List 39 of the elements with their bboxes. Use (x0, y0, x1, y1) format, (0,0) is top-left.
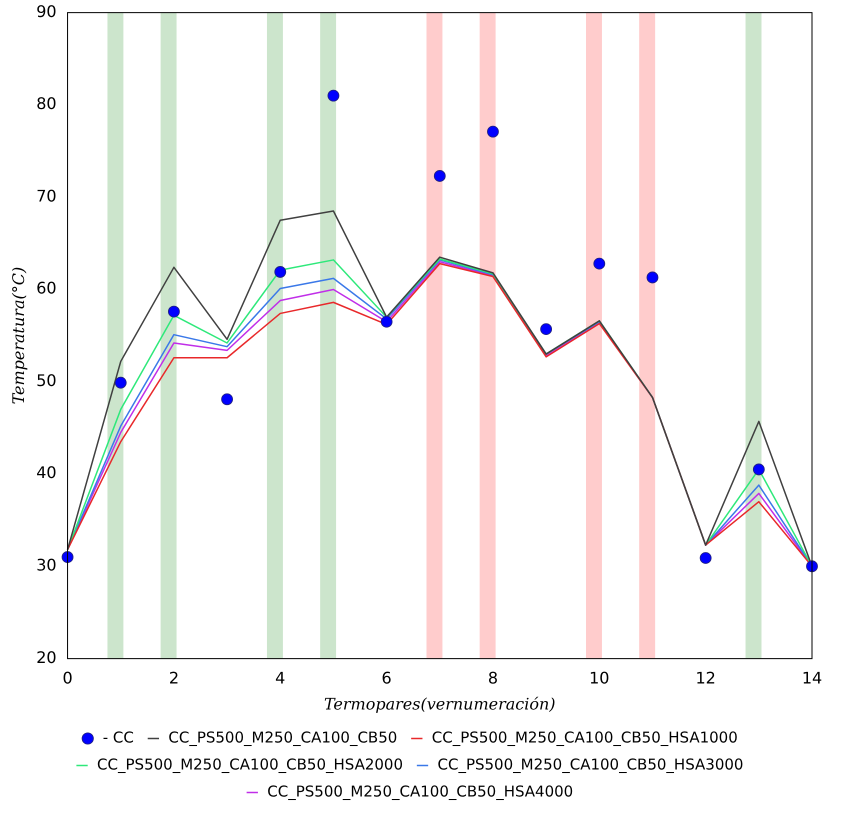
y-tick-label: 60 (36, 278, 57, 298)
point (380, 316, 393, 328)
x-tick-label: 10 (589, 668, 610, 688)
y-tick-label: 90 (36, 2, 57, 21)
point (646, 272, 658, 284)
point (328, 90, 340, 102)
point (700, 552, 712, 564)
point (593, 258, 606, 270)
point (434, 170, 446, 182)
point (752, 464, 765, 476)
y-tick-label: 80 (36, 94, 57, 114)
x-tick-label: 14 (802, 668, 822, 688)
x-tick-label: 0 (62, 668, 73, 688)
legend-label: CC_PS500_M250_CA100_CB50_HSA4000 (267, 782, 574, 800)
legend-label: - CC (102, 728, 134, 746)
point (540, 323, 552, 336)
point (274, 266, 286, 278)
y-axis-title: Temperatura(°C) (8, 266, 28, 404)
point (168, 306, 180, 318)
x-tick-label: 4 (275, 668, 286, 688)
y-tick-label: 20 (36, 648, 57, 667)
x-tick-label: 12 (695, 668, 716, 688)
point (221, 393, 233, 406)
legend-label: CC_PS500_M250_CA100_CB50 (168, 728, 398, 746)
x-axis-title: Termopares(vernumeración) (324, 694, 556, 714)
x-tick-label: 8 (488, 668, 498, 688)
x-tick-label: 2 (168, 668, 179, 688)
y-tick-label: 30 (36, 555, 57, 574)
point (114, 376, 127, 389)
point (487, 126, 499, 138)
point (806, 560, 818, 572)
y-tick-label: 40 (36, 463, 57, 482)
y-tick-label: 70 (36, 186, 57, 206)
x-tick-label: 6 (382, 668, 392, 688)
y-tick-label: 50 (36, 370, 57, 390)
legend-label: CC_PS500_M250_CA100_CB50_HSA1000 (432, 728, 738, 746)
legend-label: CC_PS500_M250_CA100_CB50_HSA2000 (97, 755, 404, 774)
legend-label: CC_PS500_M250_CA100_CB50_HSA3000 (438, 755, 744, 774)
point (62, 551, 74, 563)
